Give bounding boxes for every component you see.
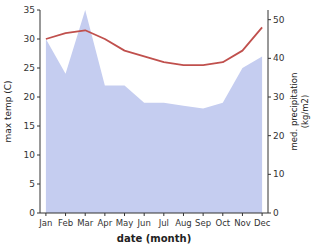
y-tick-label: 25 (23, 63, 34, 73)
y2-tick (268, 19, 271, 20)
x-tick-label: Aug (175, 218, 192, 228)
x-tick (45, 213, 46, 216)
y-tick-label: 20 (23, 92, 35, 102)
x-tick-label: Mar (77, 218, 94, 228)
x-tick-label: Sep (195, 218, 211, 228)
y2-tick (268, 213, 271, 214)
y-tick (37, 39, 40, 40)
y2-tick-label: 0 (273, 208, 279, 218)
x-tick (203, 213, 204, 216)
x-tick-label: Apr (98, 218, 113, 228)
y2-tick-label: 50 (273, 15, 285, 25)
x-tick (262, 213, 263, 216)
y-axis-label: max temp (C) (3, 80, 13, 142)
y-axis-line (40, 10, 41, 213)
y-tick (37, 97, 40, 98)
y2-tick-label: 40 (273, 53, 285, 63)
y2-axis-label-line: (kg/m2) (300, 95, 310, 129)
x-tick-label: Jun (137, 218, 151, 228)
chart-svg: JanFebMarAprMayJunJulAugSepOctNovDec0510… (0, 0, 318, 247)
y2-tick (268, 97, 271, 98)
y2-tick (268, 135, 271, 136)
x-tick (222, 213, 223, 216)
precip-area (46, 10, 262, 213)
x-tick (104, 213, 105, 216)
x-tick (163, 213, 164, 216)
x-tick (183, 213, 184, 216)
y-tick (37, 126, 40, 127)
y-tick-label: 0 (29, 208, 35, 218)
y2-axis-label: med. precipitation(kg/m2) (289, 73, 310, 151)
x-tick (124, 213, 125, 216)
y2-tick-label: 20 (273, 131, 285, 141)
x-axis-label: date (month) (117, 233, 191, 244)
y2-axis-label-line: med. precipitation (289, 73, 299, 151)
x-tick (85, 213, 86, 216)
x-tick-label: Dec (254, 218, 271, 228)
x-tick (65, 213, 66, 216)
y-tick (37, 213, 40, 214)
x-tick-label: Oct (215, 218, 230, 228)
y2-tick-label: 10 (273, 169, 285, 179)
y2-tick (268, 174, 271, 175)
y2-axis-line (268, 10, 269, 213)
y-tick-label: 5 (29, 179, 35, 189)
x-tick-label: Feb (58, 218, 73, 228)
y2-tick (268, 58, 271, 59)
y-tick (37, 10, 40, 11)
x-tick (242, 213, 243, 216)
y-tick (37, 155, 40, 156)
x-tick-label: Jan (38, 218, 52, 228)
x-tick (144, 213, 145, 216)
y-tick (37, 68, 40, 69)
y-tick-label: 10 (23, 150, 35, 160)
y-tick-label: 30 (23, 34, 35, 44)
chart-container: JanFebMarAprMayJunJulAugSepOctNovDec0510… (0, 0, 318, 247)
temp-line (46, 27, 262, 65)
x-tick-label: Jul (158, 218, 169, 228)
x-tick-label: May (116, 218, 134, 228)
x-axis-line (40, 213, 268, 214)
x-tick-label: Nov (234, 218, 251, 228)
y-tick-label: 35 (23, 5, 34, 15)
y2-tick-label: 30 (273, 92, 285, 102)
y-tick-label: 15 (23, 121, 34, 131)
y-tick (37, 184, 40, 185)
plot-marks (46, 10, 262, 213)
